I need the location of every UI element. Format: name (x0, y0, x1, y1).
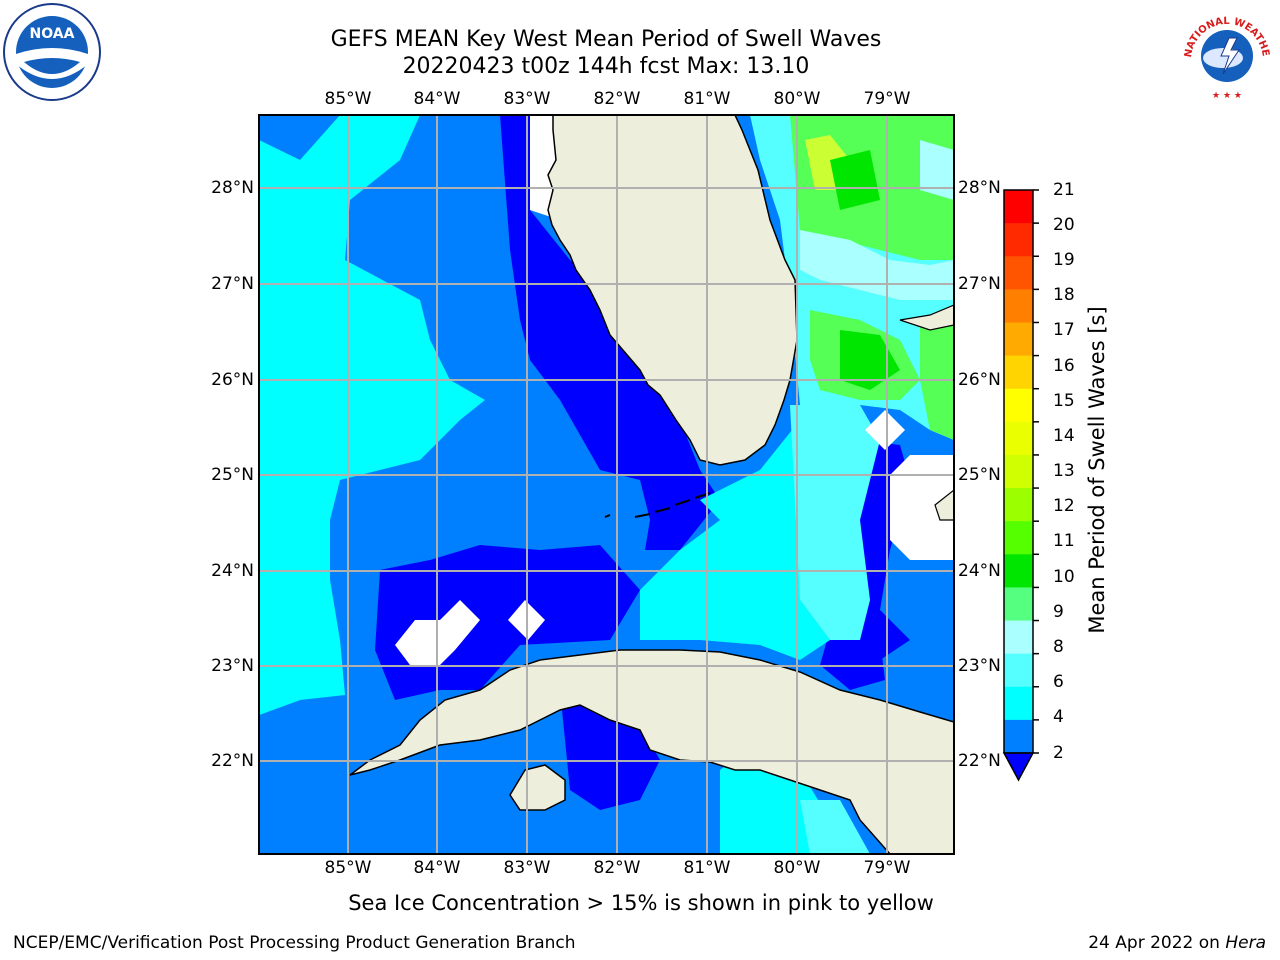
lon-label-top: 81°W (683, 89, 731, 109)
lon-label-top: 84°W (413, 89, 461, 109)
colorbar-tick: 20 (1053, 215, 1075, 235)
colorbar-segment (1004, 653, 1033, 688)
colorbar-tick: 6 (1053, 672, 1064, 692)
colorbar-segment (1004, 719, 1033, 754)
colorbar-frame (1003, 189, 1034, 754)
lon-label-bottom: 82°W (593, 858, 641, 878)
colorbar-tick: 21 (1053, 180, 1075, 200)
colorbar-segment (1004, 620, 1033, 655)
date-text: 24 Apr 2022 on Hera (1088, 933, 1266, 953)
lat-label-left: 22°N (211, 751, 254, 771)
colorbar (1002, 189, 1039, 782)
colorbar-tick: 13 (1053, 461, 1075, 481)
lon-label-bottom: 84°W (413, 858, 461, 878)
credit-text: NCEP/EMC/Verification Post Processing Pr… (13, 933, 576, 953)
colorbar-tick: 18 (1053, 285, 1075, 305)
chart-title: GEFS MEAN Key West Mean Period of Swell … (330, 27, 882, 52)
chart-subtitle: 20220423 t00z 144h fcst Max: 13.10 (402, 54, 810, 79)
colorbar-segment (1004, 190, 1033, 224)
lon-label-bottom: 83°W (503, 858, 551, 878)
lat-label-left: 23°N (211, 656, 254, 676)
colorbar-tick: 19 (1053, 250, 1075, 270)
lon-label-bottom: 80°W (773, 858, 821, 878)
lon-label-top: 83°W (503, 89, 551, 109)
colorbar-segment (1004, 256, 1033, 290)
colorbar-segment (1004, 454, 1033, 489)
lat-label-right: 26°N (958, 370, 1001, 390)
sea-ice-footnote: Sea Ice Concentration > 15% is shown in … (348, 891, 934, 915)
florida-land (547, 115, 798, 466)
colorbar-extend-triangle (1002, 752, 1035, 782)
colorbar-tick: 4 (1053, 707, 1064, 727)
lat-label-left: 28°N (211, 178, 254, 198)
lon-label-bottom: 79°W (863, 858, 911, 878)
map-frame (258, 114, 955, 855)
noaa-logo: NOAA (3, 3, 101, 101)
colorbar-segment (1004, 554, 1033, 588)
lon-label-bottom: 85°W (324, 858, 372, 878)
colorbar-segment (1004, 322, 1033, 357)
lat-label-right: 22°N (958, 751, 1001, 771)
map-grid (259, 115, 954, 854)
svg-text:NOAA: NOAA (30, 26, 75, 42)
lon-label-top: 80°W (773, 89, 821, 109)
lat-label-right: 23°N (958, 656, 1001, 676)
colorbar-segment (1004, 488, 1033, 522)
svg-text:★ ★ ★: ★ ★ ★ (1212, 91, 1242, 101)
national-weather-service-logo: NATIONAL WEATHER SERVICE ★ ★ ★ (1177, 2, 1275, 101)
colorbar-label: Mean Period of Swell Waves [s] (1085, 306, 1109, 634)
colorbar-segment (1004, 686, 1033, 721)
lat-label-right: 27°N (958, 274, 1001, 294)
host-name: Hera (1225, 933, 1266, 953)
lat-label-left: 27°N (211, 274, 254, 294)
lat-label-right: 25°N (958, 465, 1001, 485)
colorbar-tick: 16 (1053, 356, 1075, 376)
colorbar-tick: 8 (1053, 637, 1064, 657)
lat-label-right: 28°N (958, 178, 1001, 198)
lon-label-top: 79°W (863, 89, 911, 109)
colorbar-tick: 11 (1053, 531, 1075, 551)
colorbar-tick: 2 (1053, 743, 1064, 763)
lon-label-bottom: 81°W (683, 858, 731, 878)
lat-label-left: 26°N (211, 370, 254, 390)
colorbar-segment (1004, 355, 1033, 390)
colorbar-segment (1004, 223, 1033, 257)
lon-label-top: 85°W (324, 89, 372, 109)
colorbar-tick: 10 (1053, 567, 1075, 587)
lat-label-left: 24°N (211, 561, 254, 581)
colorbar-segment (1004, 289, 1033, 323)
date-label: 24 Apr 2022 on (1088, 933, 1226, 953)
colorbar-tick: 14 (1053, 426, 1075, 446)
lat-label-left: 25°N (211, 465, 254, 485)
colorbar-segment (1004, 421, 1033, 456)
lat-label-right: 24°N (958, 561, 1001, 581)
colorbar-segment (1004, 587, 1033, 622)
colorbar-tick: 17 (1053, 320, 1075, 340)
colorbar-tick: 15 (1053, 391, 1075, 411)
map-field (259, 115, 954, 854)
colorbar-tick: 9 (1053, 602, 1064, 622)
colorbar-segment (1004, 388, 1033, 423)
colorbar-segment (1004, 521, 1033, 555)
lon-label-top: 82°W (593, 89, 641, 109)
colorbar-tick: 12 (1053, 496, 1075, 516)
